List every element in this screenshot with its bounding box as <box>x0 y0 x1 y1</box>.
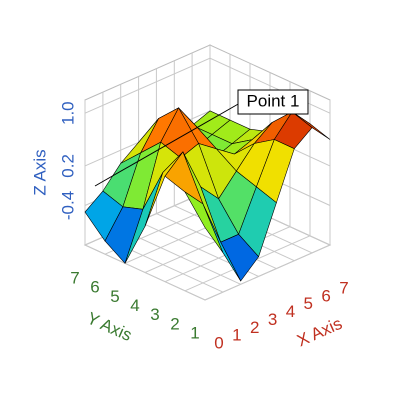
y-tick-label: 7 <box>70 268 79 287</box>
surface-cell <box>184 191 224 253</box>
x-tick-label: 4 <box>286 302 295 321</box>
annotation-leader <box>94 102 241 187</box>
z-tick-label: 0.2 <box>58 154 77 178</box>
x-tick-label: 2 <box>250 318 259 337</box>
z-axis-title: Z Axis <box>30 149 49 195</box>
x-tick-label: 7 <box>339 278 348 297</box>
x-axis-title: X Axis <box>294 314 345 351</box>
annotation-text: Point 1 <box>247 91 300 110</box>
y-tick-label: 5 <box>110 287 119 306</box>
y-tick-label: 3 <box>150 305 159 324</box>
grid-line <box>184 90 311 292</box>
z-tick-label: -0.4 <box>58 191 77 220</box>
x-tick-label: 5 <box>304 294 313 313</box>
y-tick-label: 6 <box>90 278 99 297</box>
x-tick-label: 1 <box>232 326 241 345</box>
y-tick-label: 4 <box>130 296 139 315</box>
y-axis-title: Y Axis <box>84 309 135 345</box>
annotation-box <box>237 89 309 115</box>
y-tick-label: 2 <box>170 314 179 333</box>
grid-line <box>204 100 331 301</box>
z-tick-label: 1.0 <box>58 101 77 125</box>
x-tick-label: 0 <box>214 333 223 352</box>
y-tick-label: 1 <box>190 323 199 342</box>
x-tick-label: 6 <box>321 286 330 305</box>
surface <box>84 107 331 282</box>
x-tick-label: 3 <box>268 310 277 329</box>
